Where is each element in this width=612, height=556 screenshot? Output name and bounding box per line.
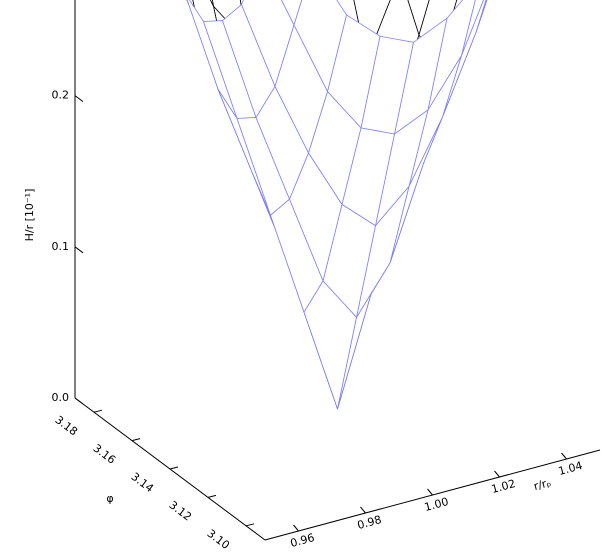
x-tick-label: 1.00 (423, 495, 450, 514)
x-tick (561, 452, 567, 460)
x-tick-label: 1.04 (557, 459, 584, 478)
x-tick-label: 1.02 (490, 477, 517, 496)
z-tick (74, 397, 84, 405)
z-axis-label: H/r [10⁻¹] (23, 189, 36, 242)
x-tick (494, 470, 500, 478)
x-axis-label: r/rₚ (532, 476, 553, 493)
x-tick-label: 0.96 (289, 531, 316, 550)
z-tick-label: 0.0 (52, 391, 70, 404)
y-tick (207, 494, 217, 498)
x-tick (360, 506, 366, 514)
y-tick (131, 438, 141, 442)
z-tick-label: 0.2 (52, 89, 70, 102)
x-tick-label: 0.98 (356, 513, 383, 532)
y-tick-label: 3.10 (205, 527, 232, 552)
y-tick-label: 3.12 (167, 498, 194, 523)
y-tick-label: 3.14 (129, 470, 156, 495)
y-tick (245, 523, 255, 527)
y-tick (93, 409, 103, 413)
y-tick (169, 466, 179, 470)
z-tick (74, 95, 84, 102)
z-tick-label: 0.1 (52, 240, 70, 253)
y-tick-label: 3.18 (53, 413, 80, 438)
surface-cell (281, 0, 303, 26)
y-axis-label: φ (106, 492, 113, 505)
surface-cell (407, 0, 430, 37)
x-tick (293, 524, 299, 532)
x-tick (427, 488, 433, 496)
z-tick (74, 246, 84, 254)
y-tick-label: 3.16 (91, 442, 118, 467)
